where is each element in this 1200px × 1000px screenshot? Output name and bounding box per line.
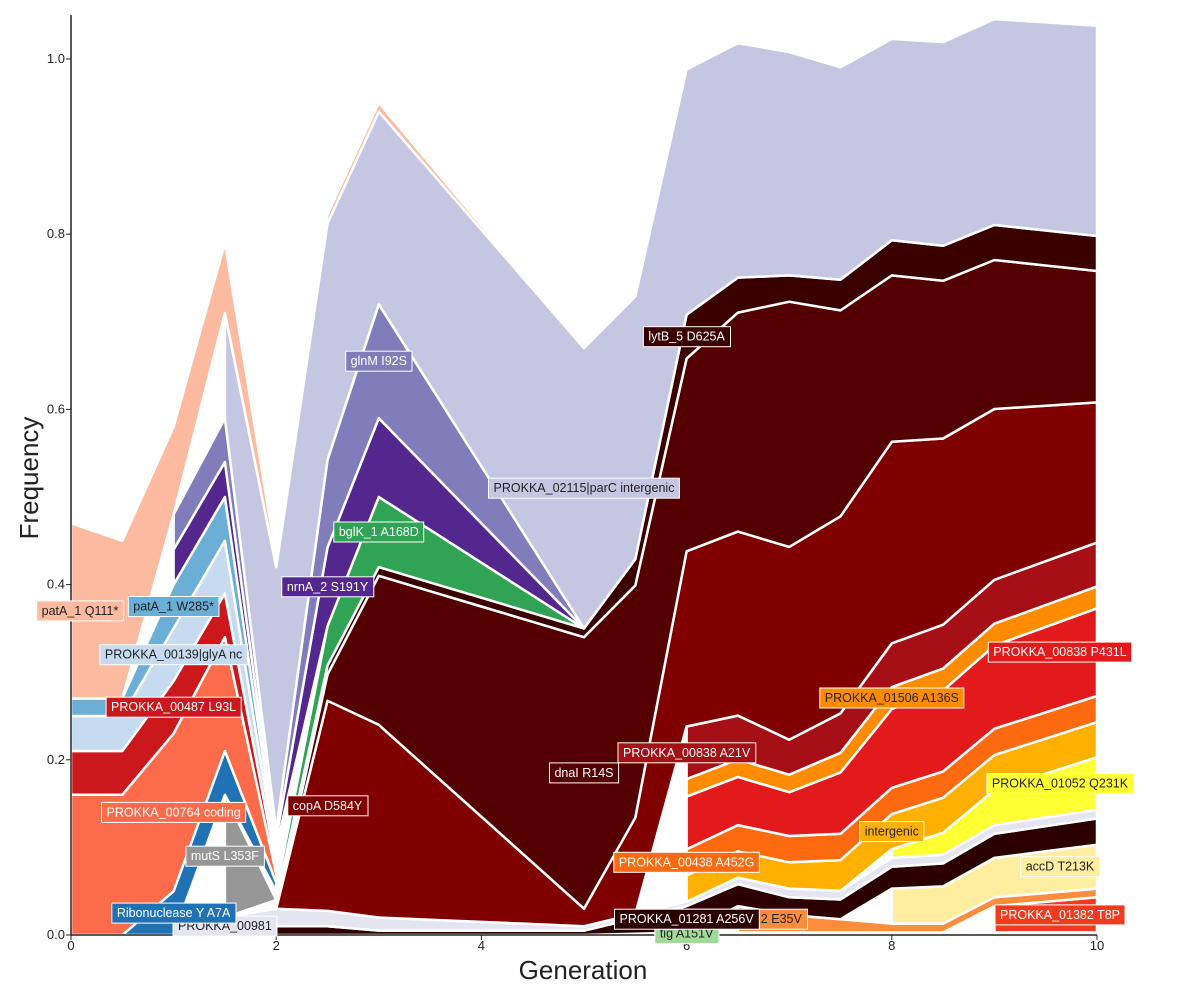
- area-pata-1-q111: [69, 101, 586, 700]
- x-tick-label: 2: [273, 938, 280, 953]
- x-tick-label: 10: [1090, 938, 1104, 953]
- y-tick-label: 1.0: [47, 51, 65, 66]
- x-tick-label: 4: [478, 938, 485, 953]
- series-label-box: [105, 696, 242, 718]
- series-label-box: [488, 477, 680, 499]
- ticks-layer: 0 2 4 6 8 10 0.0 0.2 0.4 0.6 0.8 1.0: [47, 51, 1104, 953]
- series-label-text: patA_1 W285*: [133, 600, 214, 614]
- series-label-box: [345, 350, 413, 372]
- series-label-text: PROKKA_01281 A256V: [620, 912, 755, 926]
- series-label-box: [614, 908, 760, 930]
- series-label-prokka-00838-a21v: PROKKA_00838 A21V: [617, 742, 757, 764]
- series-label-box: [617, 742, 757, 764]
- series-label-text: patA_1 Q111*: [42, 604, 119, 618]
- series-label-box: [549, 762, 620, 784]
- y-tick-label: 0.6: [47, 401, 65, 416]
- series-label-prokka-00838-p431l: PROKKA_00838 P431L: [987, 641, 1133, 663]
- areas-layer: [69, 17, 1099, 937]
- series-label-box: [99, 644, 248, 666]
- series-label-text: PROKKA_01052 Q231K: [992, 777, 1129, 791]
- x-tick-label: 0: [67, 938, 74, 953]
- series-label-glnm-i92s: glnM I92S: [345, 350, 413, 372]
- series-label-text: PROKKA_01382 T8P: [1000, 908, 1120, 922]
- series-label-prokka-00139-glya-nc: PROKKA_00139|glyA nc: [99, 644, 248, 666]
- series-label-pata-1-q111: patA_1 Q111*: [36, 600, 125, 622]
- y-axis-title: Frequency: [14, 417, 44, 540]
- series-label-prokka-00438-a452g: PROKKA_00438 A452G: [613, 851, 760, 873]
- series-label-bglk-1-a168d: bglK_1 A168D: [333, 521, 425, 543]
- series-label-prokka-01052-q231k: PROKKA_01052 Q231K: [986, 773, 1135, 794]
- series-label-text: nrnA_2 S191Y: [287, 580, 369, 594]
- series-label-box: [994, 904, 1126, 926]
- series-label-box: [986, 773, 1135, 794]
- series-label-box: [36, 600, 125, 622]
- y-tick-label: 0.2: [47, 752, 65, 767]
- x-axis-title: Generation: [519, 955, 648, 985]
- series-label-text: PROKKA_02115|parC intergenic: [494, 481, 675, 495]
- series-label-text: PROKKA_00438 A452G: [619, 855, 755, 869]
- series-label-box: [101, 801, 247, 823]
- series-label-prokka-02115-parc-intergenic: PROKKA_02115|parC intergenic: [488, 477, 680, 499]
- series-label-box: [281, 576, 375, 598]
- series-label-nrna-2-s191y: nrnA_2 S191Y: [281, 576, 375, 598]
- x-tick-label: 6: [683, 938, 690, 953]
- series-label-text: PROKKA_00764 coding: [107, 805, 241, 819]
- y-tick-label: 0.4: [47, 577, 65, 592]
- series-label-text: intergenic: [865, 825, 919, 839]
- series-label-prokka-00764-coding: PROKKA_00764 coding: [101, 801, 247, 823]
- y-tick-label: 0.0: [47, 927, 65, 942]
- series-label-box: [859, 821, 925, 843]
- series-label-text: mutS L353F: [191, 849, 259, 863]
- y-tick-label: 0.8: [47, 226, 65, 241]
- series-label-box: [613, 851, 760, 873]
- series-label-text: copA D584Y: [293, 799, 363, 813]
- series-label-box: [987, 641, 1133, 663]
- series-label-copa-d584y: copA D584Y: [287, 795, 369, 817]
- area-pata-1-w285: [69, 495, 278, 858]
- series-label-muts-l353f: mutS L353F: [185, 845, 265, 867]
- series-label-prokka-00487-l93l: PROKKA_00487 L93L: [105, 696, 242, 718]
- series-label-text: Ribonuclease Y A7A: [117, 906, 231, 920]
- series-label-box: [333, 521, 425, 543]
- series-label-box: [185, 845, 265, 867]
- series-label-text: PROKKA_00487 L93L: [111, 700, 236, 714]
- series-label-text: bglK_1 A168D: [339, 525, 419, 539]
- series-label-text: glnM I92S: [351, 354, 407, 368]
- series-label-text: tig A151V: [660, 927, 714, 941]
- series-label-text: PROKKA_01506 A136S: [825, 691, 959, 705]
- series-label-intergenic: intergenic: [859, 821, 925, 843]
- series-label-lytb-5-d625a: lytB_5 D625A: [642, 326, 732, 348]
- series-label-text: PROKKA_00139|glyA nc: [105, 648, 242, 662]
- series-label-prokka-01382-t8p: PROKKA_01382 T8P: [994, 904, 1126, 926]
- series-label-prokka-01506-a136s: PROKKA_01506 A136S: [819, 687, 965, 709]
- series-label-box: [1020, 856, 1101, 878]
- series-label-box: [642, 326, 732, 348]
- series-label-text: PROKKA_00838 P431L: [993, 645, 1126, 659]
- area-prokka-00512-e35v: [736, 887, 1099, 934]
- series-label-prokka-01281-a256v: PROKKA_01281 A256V: [614, 908, 760, 930]
- series-label-box: [819, 687, 965, 709]
- series-label-text: PROKKA_00838 A21V: [623, 746, 751, 760]
- series-label-box: [111, 902, 237, 924]
- x-tick-label: 8: [888, 938, 895, 953]
- series-label-text: dnaI R14S: [554, 766, 613, 780]
- series-label-dnai-r14s: dnaI R14S: [549, 762, 620, 784]
- series-label-box: [287, 795, 369, 817]
- series-label-text: accD T213K: [1026, 860, 1095, 874]
- series-label-accd-t213k: accD T213K: [1020, 856, 1101, 878]
- series-label-ribonuclease-y-a7a: Ribonuclease Y A7A: [111, 902, 237, 924]
- series-label-text: lytB_5 D625A: [648, 330, 725, 344]
- series-label-box: [127, 596, 220, 617]
- series-label-pata-1-w285: patA_1 W285*: [127, 596, 220, 617]
